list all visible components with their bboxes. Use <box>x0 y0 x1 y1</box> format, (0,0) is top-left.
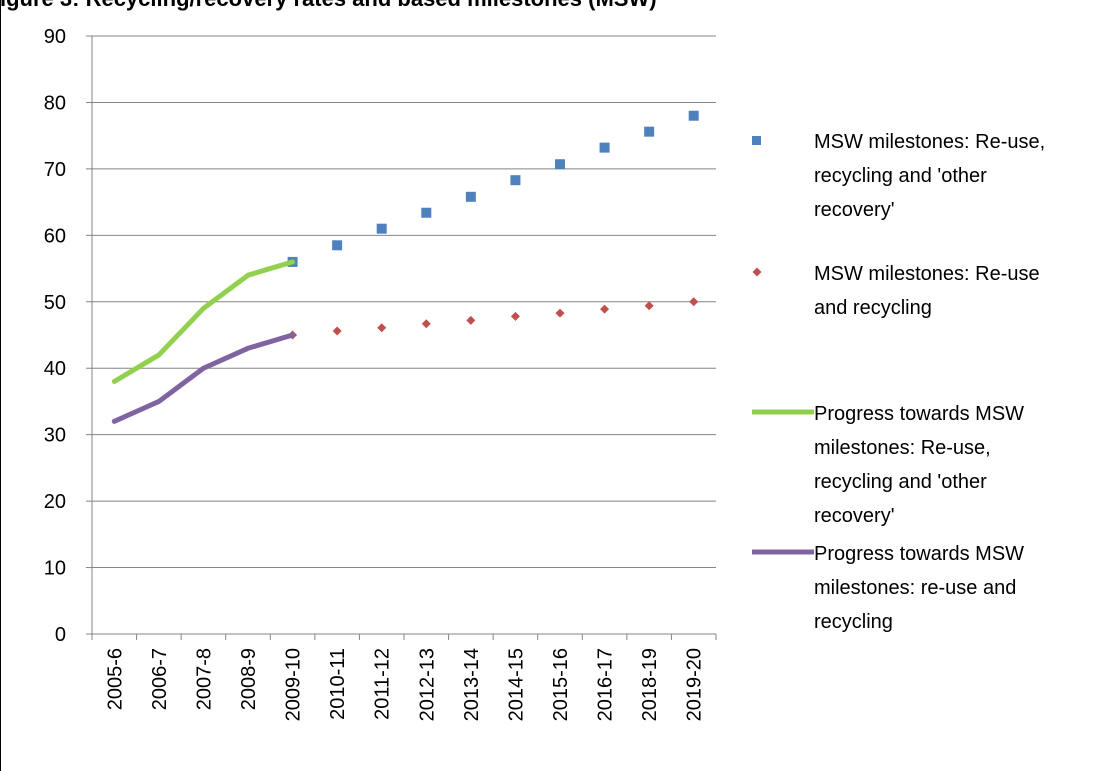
x-tick-label: 2011-12 <box>372 648 394 720</box>
legend-entry-3: Progress towards MSW milestones: Re-use, r… <box>752 403 1024 527</box>
x-tick-label: 2005-6 <box>104 648 126 710</box>
data-point-diamond <box>600 304 610 314</box>
legend-label: Progress towards MSW <box>814 543 1024 565</box>
legend-symbol-diamond <box>752 267 762 277</box>
data-point-diamond <box>377 323 387 333</box>
x-tick-label: 2007-8 <box>193 648 215 710</box>
y-tick-label: 30 <box>44 425 66 447</box>
y-tick-label: 90 <box>44 26 66 48</box>
data-point-diamond <box>689 297 699 307</box>
legend-label: recycling <box>814 611 893 633</box>
x-tick-label: 2013-14 <box>461 648 483 721</box>
x-tick-label: 2006-7 <box>149 648 171 710</box>
legend-label: MSW milestones: Re-use, <box>814 131 1045 153</box>
series-line <box>111 332 296 424</box>
data-point-square <box>644 126 655 137</box>
y-tick-label: 0 <box>55 624 66 646</box>
legend: MSW milestones: Re-use, recycling and 'ot… <box>752 131 1045 633</box>
legend-label: and recycling <box>814 297 932 319</box>
data-point-square <box>510 175 521 186</box>
x-tick-label: 2018-19 <box>639 648 661 721</box>
y-tick-label: 20 <box>44 491 66 513</box>
legend-label: recycling and 'other <box>814 471 987 493</box>
legend-label: milestones: re-use and <box>814 577 1016 599</box>
y-tick-label: 40 <box>44 358 66 380</box>
data-point-square <box>465 191 476 202</box>
data-point-diamond <box>421 319 431 329</box>
x-tick-label: 2009-10 <box>283 648 305 721</box>
data-point-diamond <box>466 315 476 325</box>
data-point-diamond <box>510 311 520 321</box>
series-group <box>111 110 699 424</box>
legend-label: recovery' <box>814 199 895 221</box>
x-tick-label: 2015-16 <box>550 648 572 721</box>
x-tick-label: 2014-15 <box>505 648 527 721</box>
data-point-square <box>332 240 343 251</box>
data-point-square <box>688 110 699 121</box>
legend-entry-1: MSW milestones: Re-use, recycling and 'ot… <box>752 131 1045 221</box>
legend-label: Progress towards MSW <box>814 403 1024 425</box>
x-tick-label: 2010-11 <box>327 648 349 720</box>
x-tick-label: 2019-20 <box>684 648 706 721</box>
series-3 <box>111 259 296 385</box>
legend-label: milestones: Re-use, <box>814 437 991 459</box>
legend-entry-4: Progress towards MSW milestones: re-use a… <box>752 543 1024 633</box>
x-tick-label: 2016-17 <box>595 648 617 721</box>
x-tick-label: 2008-9 <box>238 648 260 710</box>
series-4 <box>111 332 296 424</box>
series-1 <box>287 110 699 267</box>
x-tick-labels: 2005-6 2006-7 2007-8 2008-9 2009-10 2010-11 20… <box>104 648 705 721</box>
chart-title: igure 3: Recycling/recovery rates and ba… <box>0 0 657 12</box>
gridlines <box>92 35 716 569</box>
data-point-square <box>421 207 432 218</box>
x-tick-label: 2012-13 <box>416 648 438 721</box>
y-tick-label: 60 <box>44 225 66 247</box>
legend-label: recovery' <box>814 505 895 527</box>
y-tick-label: 50 <box>44 292 66 314</box>
series-2 <box>288 297 699 340</box>
y-tick-label: 70 <box>44 159 66 181</box>
y-tick-labels: 0 10 20 30 40 50 60 70 80 90 <box>44 26 66 646</box>
frame-left-border <box>0 0 1 771</box>
data-point-square <box>376 223 387 234</box>
y-tick-label: 80 <box>44 92 66 114</box>
data-point-diamond <box>332 326 342 336</box>
data-point-square <box>555 159 565 170</box>
legend-entry-2: MSW milestones: Re-use and recycling <box>752 263 1040 319</box>
data-point-diamond <box>555 308 565 318</box>
legend-label: recycling and 'other <box>814 165 987 187</box>
series-line <box>111 259 296 385</box>
y-tick-label: 10 <box>44 558 66 580</box>
legend-label: MSW milestones: Re-use <box>814 263 1040 285</box>
data-point-diamond <box>644 301 654 311</box>
axes <box>86 35 717 640</box>
legend-symbol-square <box>752 136 761 145</box>
data-point-square <box>599 142 610 153</box>
